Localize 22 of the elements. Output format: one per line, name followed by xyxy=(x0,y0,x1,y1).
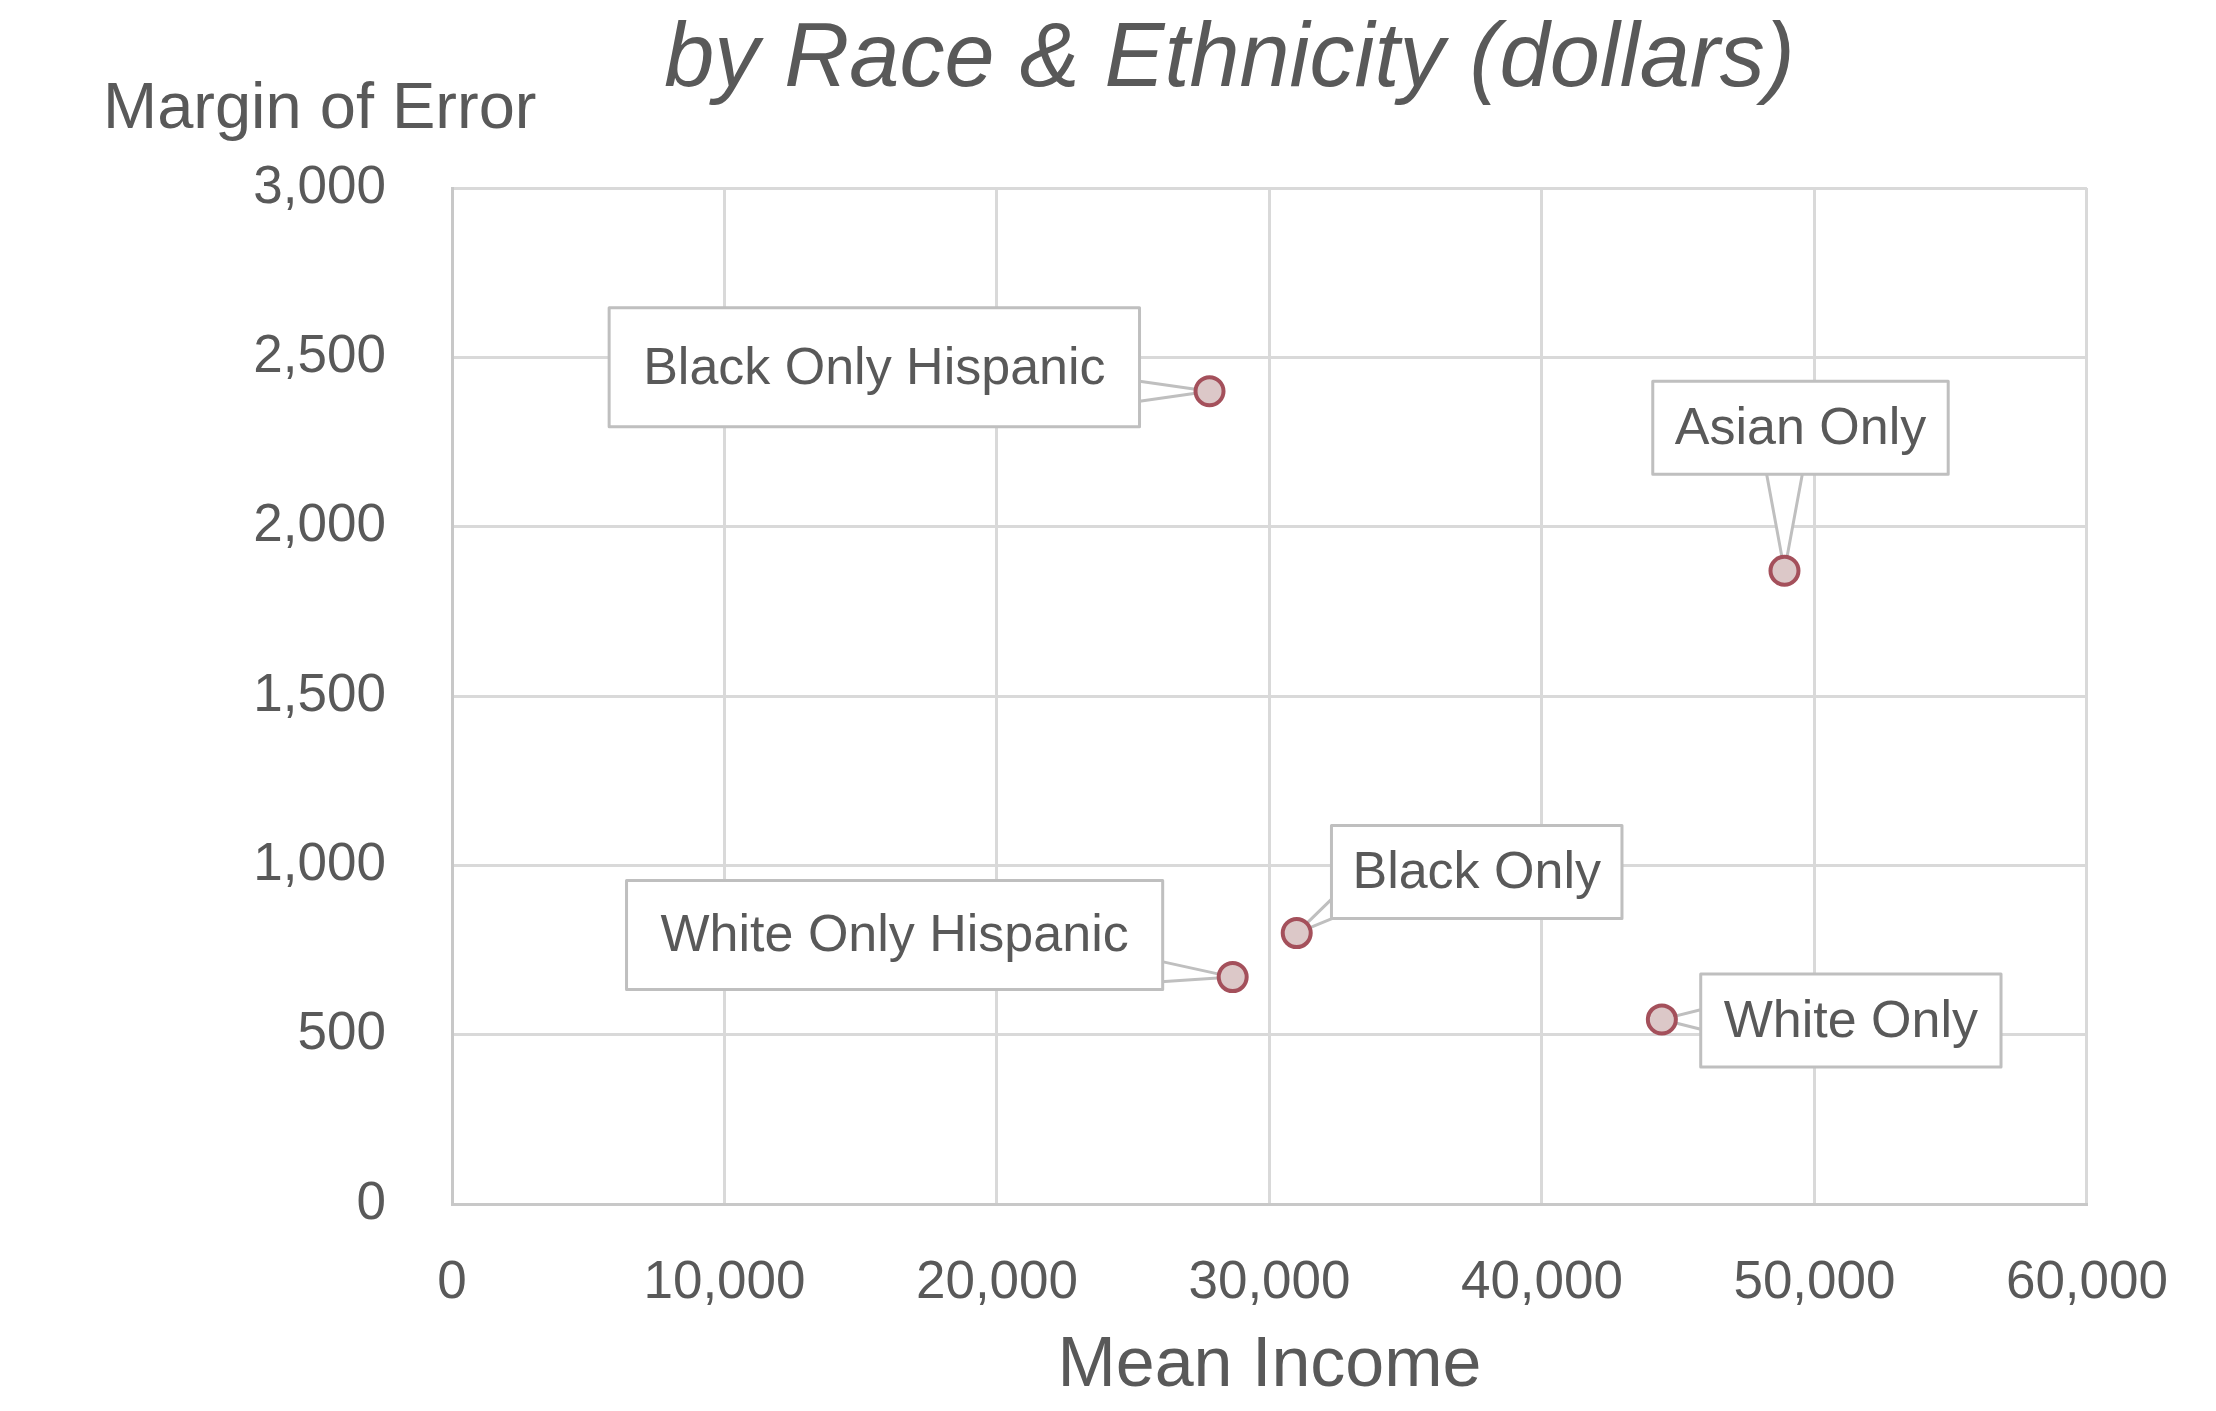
y-tick-label: 1,500 xyxy=(253,662,386,722)
x-axis-title: Mean Income xyxy=(1057,1323,1482,1402)
x-tick-label: 0 xyxy=(437,1250,467,1310)
annotation: Black Only Hispanic xyxy=(643,336,1106,395)
y-tick-label: 500 xyxy=(297,1001,386,1061)
annotation: Black Only xyxy=(1352,841,1601,900)
y-tick-label: 3,000 xyxy=(253,154,386,214)
annotation: White Only Hispanic xyxy=(660,904,1129,963)
x-tick-label: 10,000 xyxy=(643,1250,806,1310)
annotation: Asian Only xyxy=(1674,397,1927,456)
y-tick-label: 2,500 xyxy=(253,323,386,383)
y-tick-label: 0 xyxy=(356,1170,386,1230)
y-tick-label: 1,000 xyxy=(253,831,386,891)
x-tick-label: 30,000 xyxy=(1188,1250,1351,1310)
annotation: White Only xyxy=(1723,989,1979,1048)
x-tick-label: 50,000 xyxy=(1733,1250,1896,1310)
x-tick-label: 20,000 xyxy=(915,1250,1079,1310)
chart-title: by Race & Ethnicity (dollars) xyxy=(664,5,1795,105)
x-tick-label: 60,000 xyxy=(2005,1250,2168,1310)
y-tick-label: 2,000 xyxy=(253,493,386,553)
x-tick-label: 40,000 xyxy=(1460,1250,1624,1310)
y-axis-title: Margin of Error xyxy=(103,68,537,142)
